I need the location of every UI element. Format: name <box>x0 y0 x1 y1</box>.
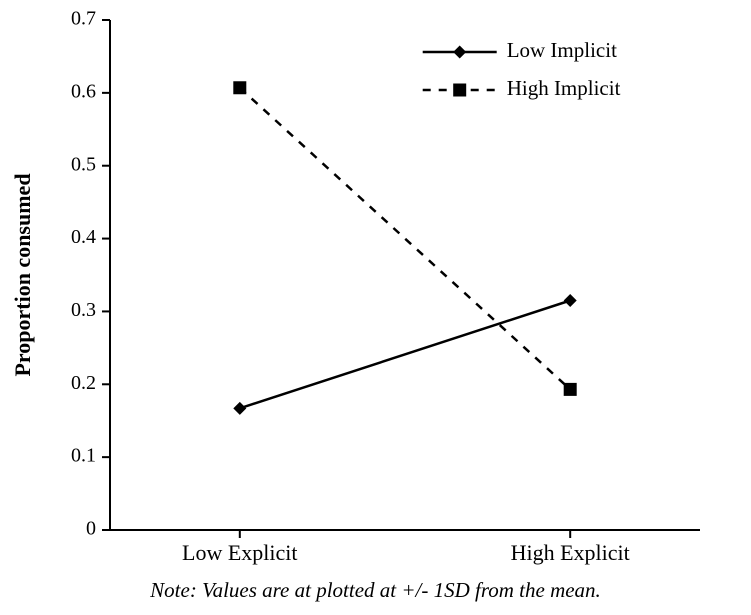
y-tick-label: 0 <box>86 518 96 540</box>
y-tick-label: 0.5 <box>71 153 96 175</box>
legend-label: High Implicit <box>507 76 621 100</box>
y-tick-label: 0.4 <box>71 226 96 248</box>
y-tick-label: 0.2 <box>71 372 96 394</box>
chart-container: 0 0.1 0.2 0.3 0.4 0.5 0.6 0.7 Proportion consume… <box>0 0 751 615</box>
interaction-chart: 0 0.1 0.2 0.3 0.4 0.5 0.6 0.7 Proportion consume… <box>0 0 751 565</box>
y-tick-label: 0.7 <box>71 8 96 30</box>
y-tick-label: 0.3 <box>71 299 96 321</box>
x-tick-label: High Explicit <box>511 540 630 565</box>
legend-label: Low Implicit <box>507 38 617 62</box>
y-tick-label: 0.6 <box>71 80 96 102</box>
y-tick-label: 0.1 <box>71 445 96 467</box>
x-tick-label: Low Explicit <box>182 540 297 565</box>
chart-note: Note: Values are at plotted at +/- 1SD f… <box>0 578 751 603</box>
y-axis-label: Proportion consumed <box>10 173 35 376</box>
series-marker <box>233 81 246 94</box>
series-marker <box>564 383 577 396</box>
legend-marker <box>453 84 466 97</box>
chart-background <box>0 0 751 565</box>
